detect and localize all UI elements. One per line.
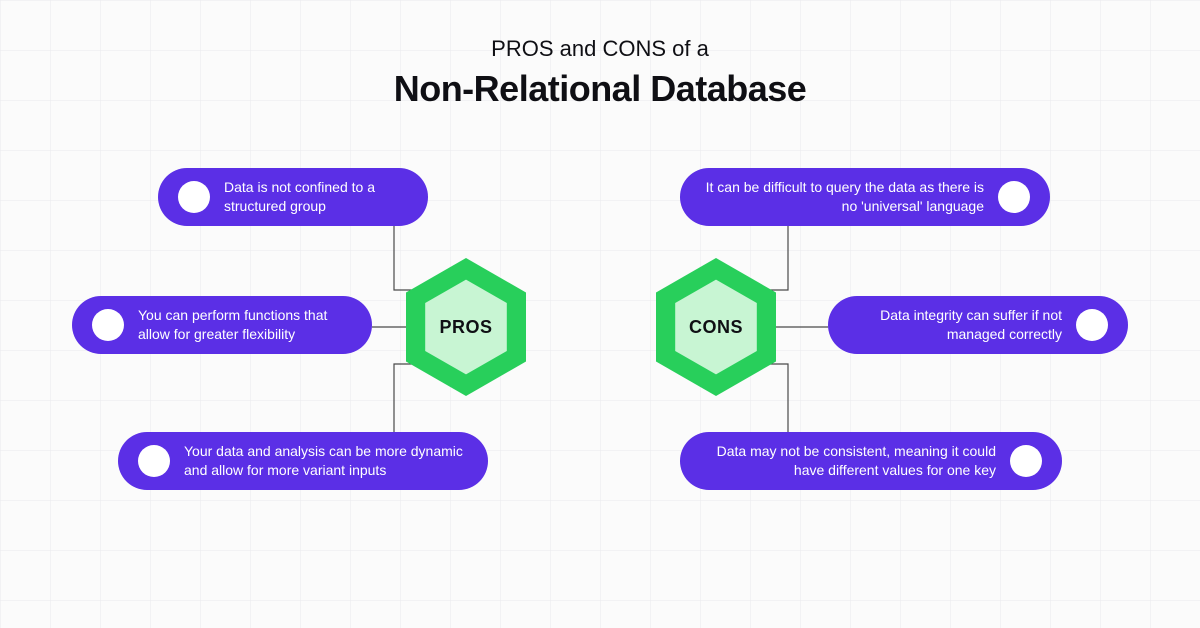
hex-cons: CONS <box>656 258 776 396</box>
pill-pro-3: Your data and analysis can be more dynam… <box>118 432 488 490</box>
bullet-icon <box>1076 309 1108 341</box>
supertitle: PROS and CONS of a <box>0 36 1200 62</box>
title: Non-Relational Database <box>0 68 1200 110</box>
pill-text: Data is not confined to a structured gro… <box>224 178 408 216</box>
pill-pro-2: You can perform functions that allow for… <box>72 296 372 354</box>
bullet-icon <box>138 445 170 477</box>
pill-pro-1: Data is not confined to a structured gro… <box>158 168 428 226</box>
pill-con-2: Data integrity can suffer if not managed… <box>828 296 1128 354</box>
pill-text: You can perform functions that allow for… <box>138 306 352 344</box>
title-block: PROS and CONS of a Non-Relational Databa… <box>0 0 1200 110</box>
hex-pros-label: PROS <box>406 258 526 396</box>
bullet-icon <box>92 309 124 341</box>
bullet-icon <box>178 181 210 213</box>
pill-text: Your data and analysis can be more dynam… <box>184 442 468 480</box>
pill-text: Data integrity can suffer if not managed… <box>848 306 1062 344</box>
diagram: PROS and CONS of a Non-Relational Databa… <box>0 0 1200 628</box>
pill-text: It can be difficult to query the data as… <box>700 178 984 216</box>
bullet-icon <box>998 181 1030 213</box>
hex-cons-label: CONS <box>656 258 776 396</box>
pill-con-1: It can be difficult to query the data as… <box>680 168 1050 226</box>
pill-con-3: Data may not be consistent, meaning it c… <box>680 432 1062 490</box>
hex-pros: PROS <box>406 258 526 396</box>
pill-text: Data may not be consistent, meaning it c… <box>700 442 996 480</box>
bullet-icon <box>1010 445 1042 477</box>
